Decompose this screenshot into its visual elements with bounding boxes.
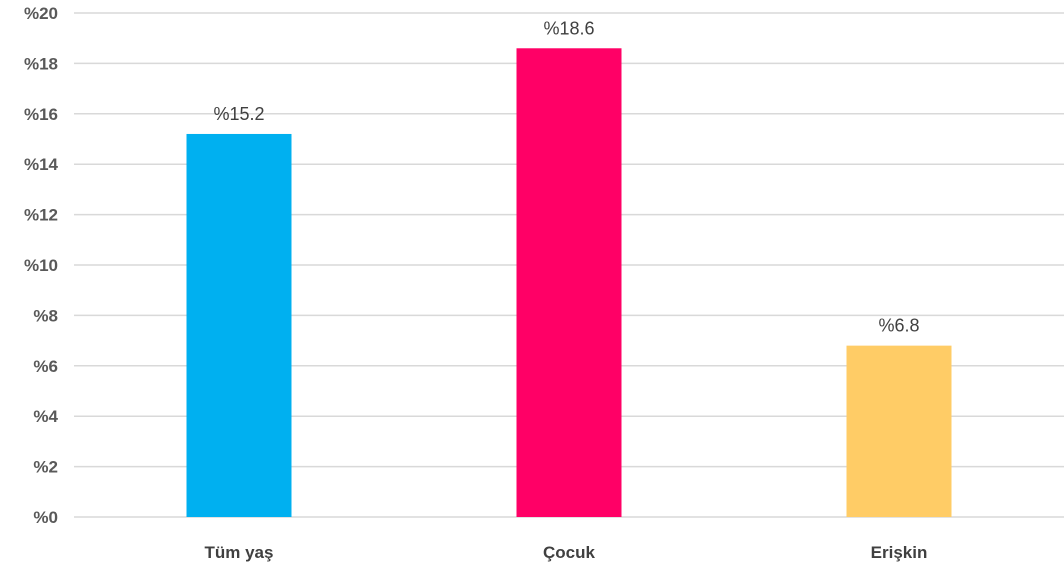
y-tick-label: %8	[33, 306, 58, 325]
bar	[846, 345, 952, 517]
y-tick-label: %18	[24, 54, 58, 73]
data-labels: %15.2 %18.6 %6.8	[213, 18, 919, 335]
category-label: Çocuk	[543, 543, 596, 562]
y-tick-label: %4	[33, 407, 58, 426]
y-axis-tick-labels: %0 %2 %4 %6 %8 %10 %12 %14 %16 %18 %20	[24, 4, 59, 527]
y-tick-label: %12	[24, 206, 58, 225]
y-tick-label: %20	[24, 4, 58, 23]
data-label: %18.6	[543, 18, 594, 38]
y-tick-label: %14	[24, 155, 59, 174]
bar	[186, 133, 292, 517]
y-tick-label: %2	[33, 458, 58, 477]
bars	[186, 48, 952, 517]
y-tick-label: %10	[24, 256, 58, 275]
data-label: %6.8	[878, 316, 919, 336]
bar	[516, 48, 622, 517]
y-tick-label: %0	[33, 508, 58, 527]
x-axis-category-labels: Tüm yaş Çocuk Erişkin	[205, 543, 928, 562]
category-label: Tüm yaş	[205, 543, 274, 562]
category-label: Erişkin	[871, 543, 928, 562]
y-tick-label: %16	[24, 105, 58, 124]
data-label: %15.2	[213, 104, 264, 124]
y-tick-label: %6	[33, 357, 58, 376]
